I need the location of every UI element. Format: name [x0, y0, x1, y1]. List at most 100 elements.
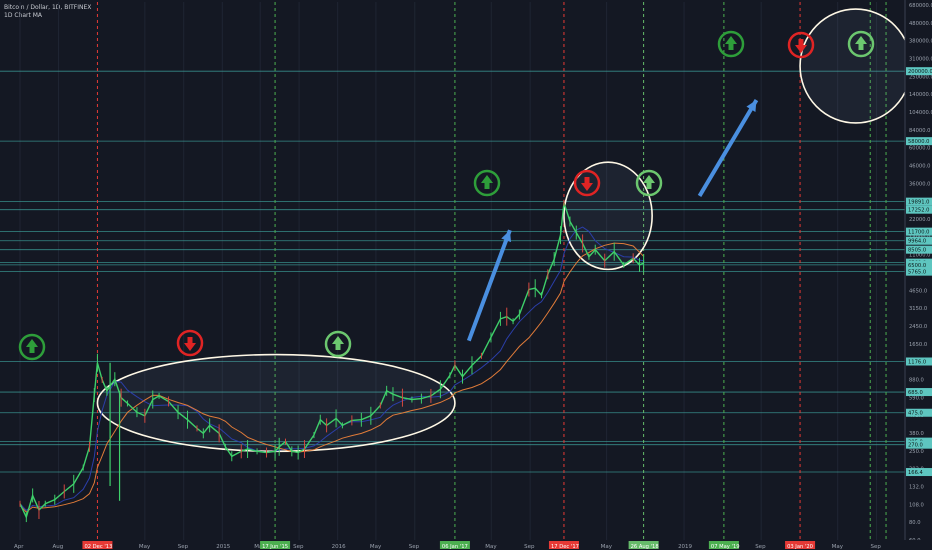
down-arrow-icon [787, 31, 815, 59]
level-label-bg [906, 388, 932, 397]
x-tick-label: May [370, 544, 382, 550]
y-tick-label: 3150.0 [909, 306, 927, 312]
level-label: 5765.0 [908, 270, 926, 276]
up-arrow-icon [847, 30, 875, 58]
y-tick-label: 380000.0 [909, 39, 932, 45]
level-label: 685.0 [908, 390, 923, 396]
date-label-bg [439, 541, 470, 549]
y-tick-label: 880.0 [909, 378, 924, 384]
x-tick-label: 2015 [216, 544, 230, 550]
y-tick-label: 104000.0 [909, 110, 932, 116]
y-tick-label: 80.0 [909, 520, 921, 526]
level-label: 17252.0 [908, 208, 929, 214]
y-tick-label: 84000.0 [909, 128, 930, 134]
date-label-bg [708, 541, 739, 549]
level-label-bg [906, 197, 932, 206]
down-arrow-icon [176, 329, 204, 357]
level-label: 1176.0 [908, 360, 926, 366]
y-tick-label: 11000.0 [909, 253, 930, 259]
trend-arrow [466, 229, 512, 342]
x-tick-label: Sep [178, 544, 189, 550]
y-tick-label: 680000.0 [909, 3, 932, 9]
y-tick-label: 108.0 [909, 502, 924, 508]
up-arrow-icon [473, 169, 501, 197]
level-label-bg [906, 408, 932, 417]
up-arrow-icon [635, 169, 663, 197]
level-label-bg [906, 267, 932, 276]
level-label: 200000.0 [908, 69, 932, 75]
y-tick-label: 36000.0 [909, 181, 930, 187]
level-label-bg [906, 67, 932, 76]
y-tick-label: 250.0 [909, 449, 924, 455]
chart-indicator-label: 1D Chart MA [4, 12, 43, 19]
date-label-bg [82, 541, 113, 549]
y-tick-label: 480000.0 [909, 21, 932, 27]
level-label: 11700.0 [908, 230, 929, 236]
level-label: 9964.0 [908, 239, 926, 245]
y-tick-label: 380.0 [909, 431, 924, 437]
ma-slow-line [19, 242, 644, 513]
y-tick-label: 250000.0 [909, 74, 932, 80]
y-tick-label: 22000.0 [909, 217, 930, 223]
x-tick-label: Sep [524, 544, 535, 550]
level-label-bg [906, 137, 932, 146]
y-tick-label: 590.0 [909, 395, 924, 401]
cycle-ellipse [799, 8, 913, 124]
level-label: 58000.0 [908, 139, 929, 145]
level-label-bg [906, 440, 932, 449]
x-tick-label: Sep [871, 544, 882, 550]
date-label-bg [628, 541, 659, 549]
y-tick-label: 60000.0 [909, 146, 930, 152]
level-label: 19891.0 [908, 200, 929, 206]
level-label: 8505.0 [908, 248, 926, 254]
x-tick-label: Aug [53, 544, 64, 550]
level-label: 475.0 [908, 411, 923, 417]
price-line [19, 202, 644, 520]
x-tick-label: 2019 [678, 544, 692, 550]
y-tick-label: 46000.0 [909, 164, 930, 170]
date-label-bg [260, 541, 291, 549]
level-label-bg [906, 357, 932, 366]
date-label: 03 Jan '20 [787, 544, 813, 550]
x-tick-label: May [485, 544, 497, 550]
date-label: 26 Aug '18 [631, 544, 659, 550]
date-label: 06 Jan '17 [442, 544, 468, 550]
x-tick-label: May [832, 544, 844, 550]
date-label: 17 Jun '15 [262, 544, 288, 550]
y-tick-label: 2450.0 [909, 324, 927, 330]
trend-arrow-head [501, 230, 512, 243]
level-label: 166.4 [908, 470, 924, 476]
x-tick-label: May [139, 544, 151, 550]
date-label: 07 May '19 [711, 544, 740, 550]
x-tick-label: Sep [755, 544, 766, 550]
y-tick-label: 1650.0 [909, 342, 927, 348]
y-tick-label: 140000.0 [909, 92, 932, 98]
level-label-bg [906, 245, 932, 254]
x-tick-label: Apr [14, 544, 24, 550]
level-label-bg [906, 205, 932, 214]
date-label: 17 Dec '17 [551, 544, 579, 550]
date-label-bg [548, 541, 579, 549]
trend-arrow [697, 99, 759, 197]
x-tick-label: Sep [293, 544, 304, 550]
level-label-bg [906, 236, 932, 245]
trend-arrow-head [746, 100, 757, 113]
level-label-bg [906, 227, 932, 236]
up-arrow-icon [717, 30, 745, 58]
level-label-bg [906, 468, 932, 477]
date-label: 02 Dec '13 [84, 544, 112, 550]
y-tick-label: 4650.0 [909, 288, 927, 294]
down-arrow-icon [573, 169, 601, 197]
level-label: 6500.0 [908, 263, 926, 269]
up-arrow-icon [324, 330, 352, 358]
up-arrow-icon [18, 333, 46, 361]
level-label: 270.0 [908, 443, 923, 449]
ma-fast-line [19, 226, 644, 512]
x-tick-label: May [601, 544, 613, 550]
x-tick-label: 2016 [332, 544, 346, 550]
x-tick-label: Sep [409, 544, 420, 550]
chart-title: Bitcoin / Dollar, 1D, BITFINEX [4, 4, 92, 11]
y-tick-label: 132.0 [909, 485, 924, 491]
level-label-bg [906, 260, 932, 269]
